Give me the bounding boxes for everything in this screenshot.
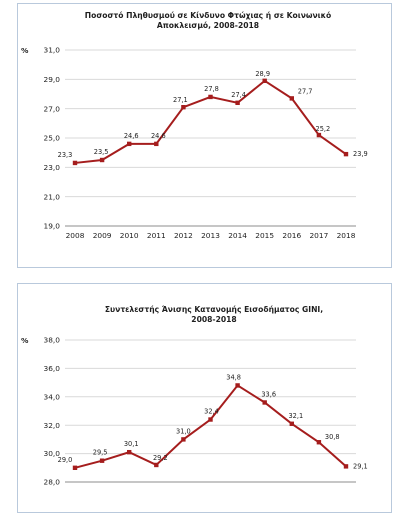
- data-point: [235, 100, 240, 105]
- data-point: [262, 78, 267, 83]
- data-label: 23,5: [94, 148, 109, 156]
- data-label: 30,8: [325, 433, 340, 441]
- data-point: [154, 462, 159, 468]
- data-label: 34,8: [226, 373, 241, 381]
- y-tick-label: 34,0: [44, 392, 61, 401]
- poverty-chart: Ποσοστό Πληθυσμού σε Κίνδυνο Φτώχιας ή σ…: [21, 11, 368, 240]
- data-label: 27,4: [231, 91, 246, 99]
- data-point: [343, 464, 349, 469]
- data-label: 27,1: [173, 96, 188, 104]
- x-tick-label: 2016: [282, 231, 301, 240]
- y-tick-label: 19,0: [44, 222, 61, 231]
- data-label: 32,1: [288, 412, 303, 420]
- x-tick-label: 2011: [147, 231, 166, 240]
- data-label: 31,0: [176, 427, 191, 435]
- x-tick-label: 2009: [93, 231, 112, 240]
- x-tick-label: 2017: [309, 231, 328, 240]
- x-tick-label: 2018: [337, 231, 356, 240]
- data-label: 32,4: [204, 408, 219, 416]
- data-point: [262, 400, 267, 405]
- data-label: 27,7: [298, 87, 313, 95]
- y-tick-label: 38,0: [44, 336, 61, 345]
- data-label: 23,3: [58, 151, 73, 159]
- data-label: 27,8: [204, 85, 219, 93]
- y-tick-label: 31,0: [44, 46, 61, 55]
- data-point: [127, 141, 132, 147]
- data-point: [289, 421, 294, 426]
- y-tick-label: 30,0: [44, 449, 61, 458]
- series-line: [74, 384, 347, 469]
- y-tick-label: 29,0: [44, 75, 61, 84]
- data-point: [208, 94, 213, 100]
- y-tick-label: 36,0: [44, 364, 61, 373]
- data-point: [72, 465, 78, 470]
- data-point: [181, 105, 186, 110]
- data-point: [99, 157, 105, 163]
- y-tick-label: 25,0: [44, 134, 61, 143]
- data-point: [99, 458, 105, 463]
- data-label: 23,9: [353, 150, 368, 158]
- y-tick-label: 21,0: [44, 192, 61, 201]
- data-point: [181, 437, 186, 442]
- chart-title-line-1: Ποσοστό Πληθυσμού σε Κίνδυνο Φτώχιας ή σ…: [85, 11, 331, 20]
- data-label: 24,6: [151, 132, 166, 140]
- x-tick-label: 2013: [201, 231, 220, 240]
- y-unit-label: %: [21, 336, 29, 345]
- data-point: [154, 141, 159, 147]
- gini-chart-panel: Συντελεστής Άνισης Κατανομής Εισοδήματος…: [17, 283, 392, 513]
- data-point: [235, 383, 240, 388]
- data-label: 29,1: [353, 462, 368, 470]
- y-tick-label: 28,0: [44, 478, 61, 487]
- y-tick-label: 23,0: [44, 163, 61, 172]
- data-point: [316, 132, 322, 138]
- data-label: 25,2: [316, 125, 331, 133]
- data-point: [289, 96, 294, 101]
- x-tick-label: 2010: [120, 231, 139, 240]
- chart-title-line-2: 2008-2018: [191, 315, 236, 324]
- data-point: [208, 417, 213, 422]
- x-tick-label: 2012: [174, 231, 193, 240]
- y-tick-label: 32,0: [44, 421, 61, 430]
- y-tick-label: 27,0: [44, 104, 61, 113]
- data-point: [343, 151, 349, 157]
- data-label: 33,6: [261, 390, 276, 398]
- y-unit-label: %: [21, 46, 29, 55]
- x-tick-label: 2015: [255, 231, 274, 240]
- data-label: 28,9: [255, 70, 270, 78]
- data-label: 30,1: [124, 440, 139, 448]
- poverty-chart-panel: Ποσοστό Πληθυσμού σε Κίνδυνο Φτώχιας ή σ…: [17, 3, 392, 268]
- x-tick-label: 2014: [228, 231, 247, 240]
- data-label: 29,0: [58, 456, 73, 464]
- chart-title-line-2: Αποκλεισμό, 2008-2018: [157, 21, 259, 30]
- data-label: 29,2: [153, 454, 168, 462]
- data-point: [127, 449, 132, 455]
- gini-chart: Συντελεστής Άνισης Κατανομής Εισοδήματος…: [21, 305, 368, 487]
- chart-title-line-1: Συντελεστής Άνισης Κατανομής Εισοδήματος…: [105, 305, 323, 314]
- data-label: 24,6: [124, 132, 139, 140]
- data-point: [72, 160, 78, 166]
- x-tick-label: 2008: [66, 231, 85, 240]
- data-point: [316, 440, 322, 445]
- data-label: 29,5: [93, 449, 108, 457]
